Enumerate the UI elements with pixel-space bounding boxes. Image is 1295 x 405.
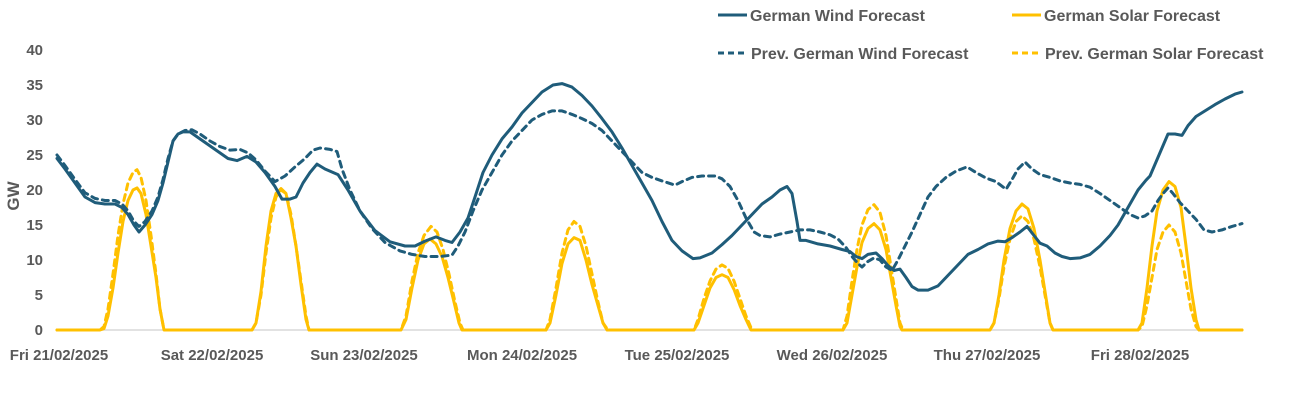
x-tick-label: Fri 28/02/2025: [1091, 347, 1189, 364]
legend-label: German Wind Forecast: [750, 8, 926, 25]
x-tick-label: Sat 22/02/2025: [161, 347, 264, 364]
y-tick-label: 15: [26, 217, 43, 234]
x-tick-label: Fri 21/02/2025: [10, 347, 108, 364]
legend: German Wind Forecast German Solar Foreca…: [718, 8, 1264, 63]
x-tick-label: Sun 23/02/2025: [310, 347, 418, 364]
y-tick-label: 0: [35, 322, 43, 339]
y-tick-label: 40: [26, 42, 43, 59]
y-tick-label: 10: [26, 252, 43, 269]
x-tick-label: Thu 27/02/2025: [934, 347, 1041, 364]
y-tick-label: 20: [26, 182, 43, 199]
x-tick-label: Mon 24/02/2025: [467, 347, 577, 364]
y-axis-ticks: 0 5 10 15 20 25 30 35 40: [26, 42, 43, 339]
y-tick-label: 25: [26, 147, 43, 164]
y-axis-title: GW: [4, 180, 23, 210]
legend-label: German Solar Forecast: [1044, 8, 1221, 25]
x-tick-label: Tue 25/02/2025: [625, 347, 730, 364]
plot-area: [55, 82, 1244, 332]
legend-label: Prev. German Wind Forecast: [751, 46, 969, 63]
legend-item-solar[interactable]: German Solar Forecast: [1012, 8, 1221, 25]
y-tick-label: 5: [35, 287, 43, 304]
prev-german-wind-forecast-line: [55, 109, 1244, 272]
y-tick-label: 35: [26, 77, 43, 94]
legend-item-wind[interactable]: German Wind Forecast: [718, 8, 926, 25]
legend-item-prev-solar[interactable]: Prev. German Solar Forecast: [1012, 46, 1264, 63]
legend-item-prev-wind[interactable]: Prev. German Wind Forecast: [718, 46, 969, 63]
german-wind-forecast-line: [55, 82, 1244, 292]
legend-label: Prev. German Solar Forecast: [1045, 46, 1264, 63]
prev-german-solar-forecast-line: [55, 168, 1244, 332]
y-tick-label: 30: [26, 112, 43, 129]
x-tick-label: Wed 26/02/2025: [777, 347, 888, 364]
x-axis-ticks: Fri 21/02/2025 Sat 22/02/2025 Sun 23/02/20…: [10, 347, 1189, 364]
